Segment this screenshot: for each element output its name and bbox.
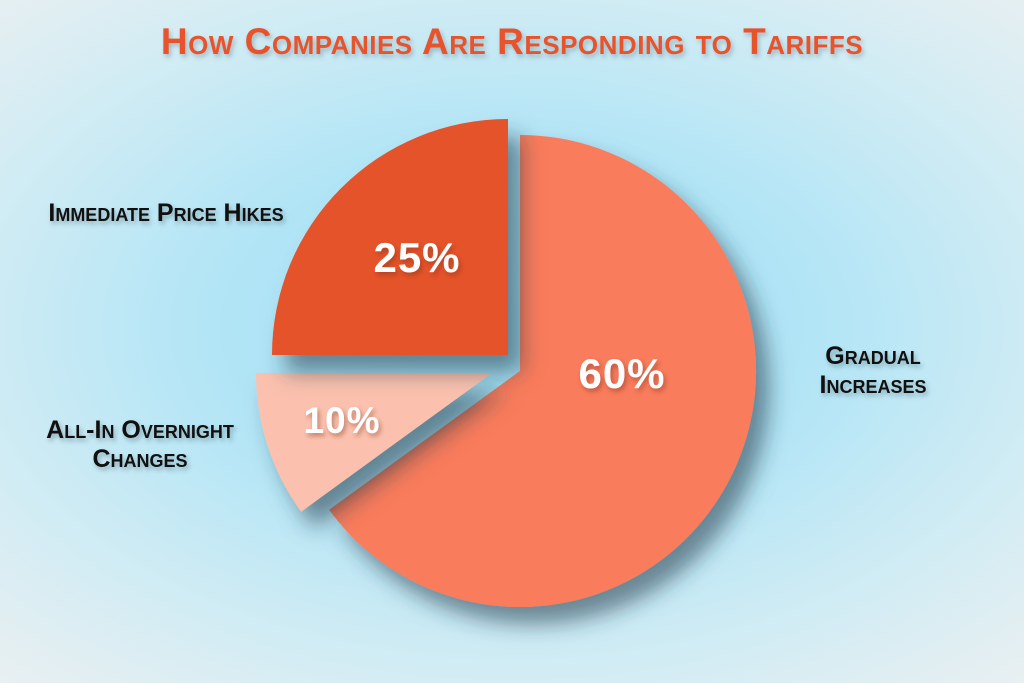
pie-slice-percent-all-in-overnight-changes: 10% [303, 400, 380, 441]
slice-name-line: Increases [819, 371, 927, 399]
pie-slice-gradual-increases [329, 135, 757, 607]
slice-name-line: Changes [92, 445, 188, 473]
slice-name-line: Gradual [825, 342, 921, 370]
slice-name-immediate-price-hikes: Immediate Price Hikes [6, 199, 326, 228]
slice-name-gradual-increases: Gradual Increases [795, 342, 951, 400]
pie-slice-percent-immediate-price-hikes: 25% [373, 234, 460, 281]
pie-slice-percent-gradual-increases: 60% [578, 350, 665, 397]
pie-slice-immediate-price-hikes [272, 119, 508, 355]
chart-title: How Companies Are Responding to Tariffs [160, 21, 864, 62]
pie-slice-all-in-overnight-changes [256, 373, 492, 512]
slice-name-all-in-overnight-changes: All-In Overnight Changes [10, 416, 270, 474]
slice-name-line: Immediate Price Hikes [48, 199, 284, 227]
slice-name-line: All-In Overnight [46, 416, 234, 444]
